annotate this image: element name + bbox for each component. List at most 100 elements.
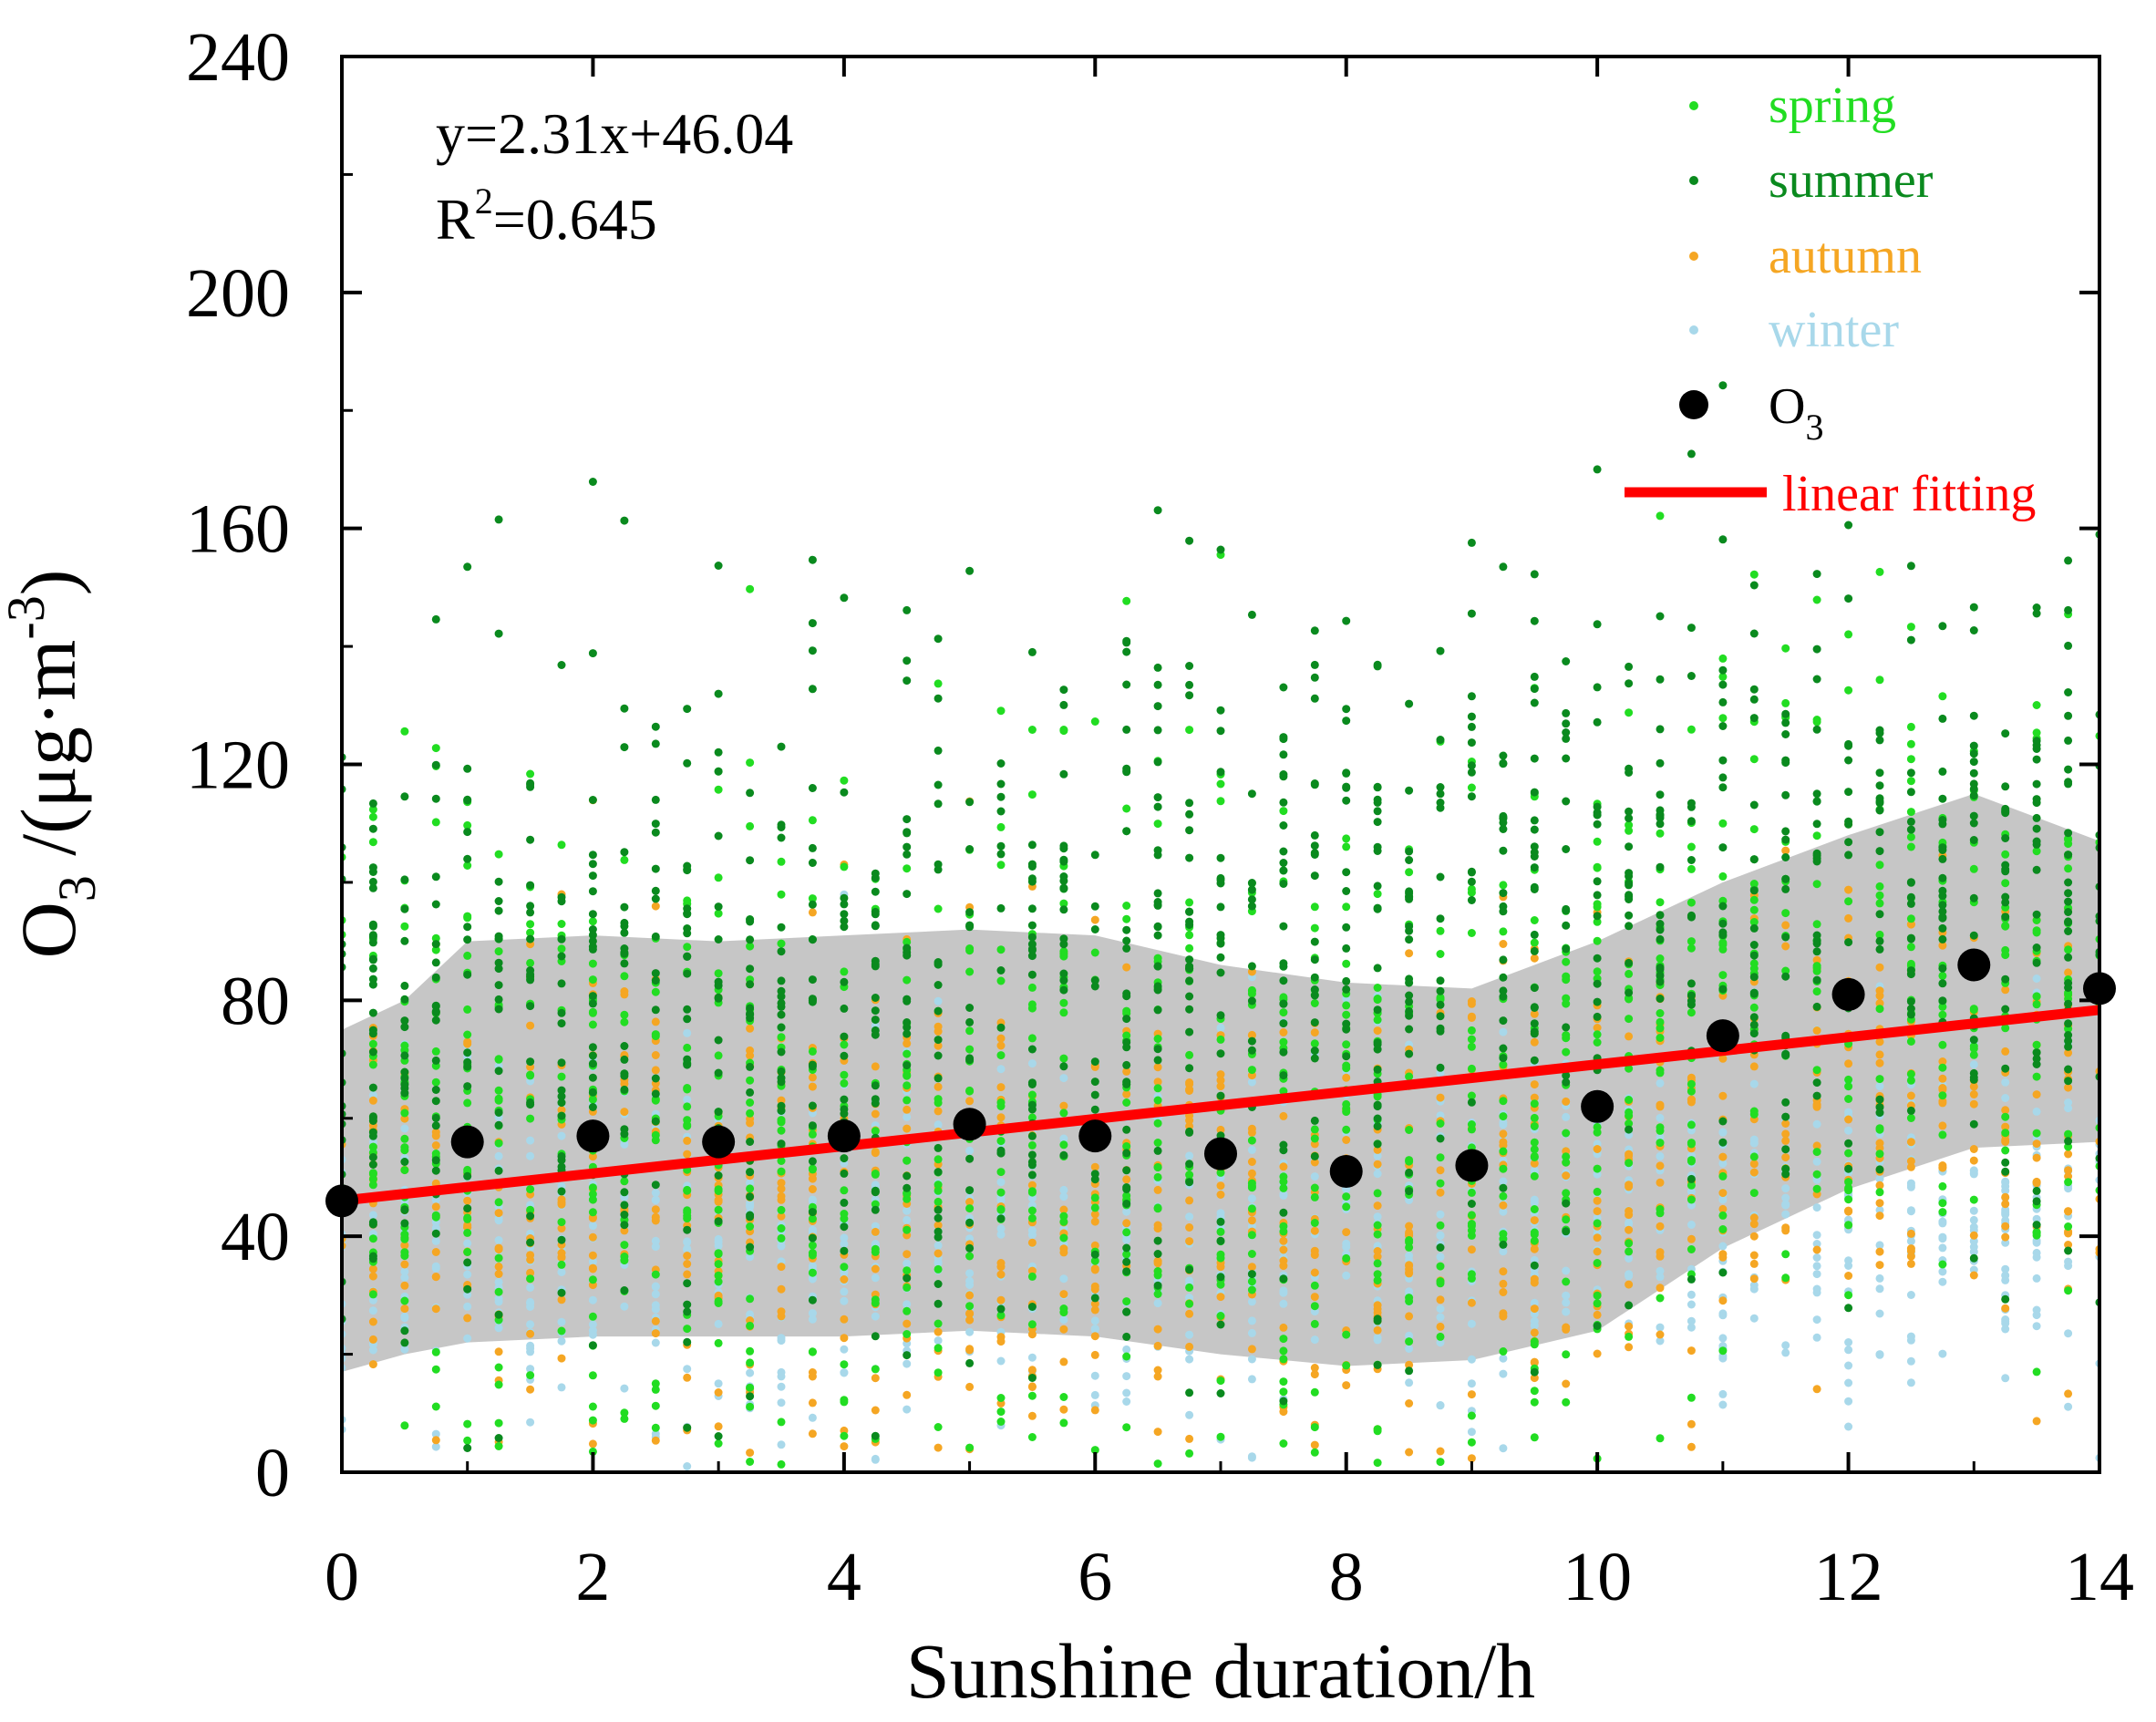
scatter-point-summer (1562, 728, 1571, 737)
scatter-point-spring (1969, 1005, 1978, 1014)
scatter-point-summer (1185, 853, 1194, 862)
scatter-point-spring (1530, 1171, 1539, 1181)
scatter-point-spring (1562, 1277, 1571, 1286)
scatter-point-summer (463, 923, 472, 932)
scatter-point-summer (965, 908, 975, 917)
scatter-point-winter (494, 1294, 503, 1304)
scatter-point-winter (526, 1341, 535, 1350)
scatter-point-spring (714, 1249, 723, 1258)
scatter-point-spring (463, 1165, 472, 1174)
scatter-point-winter (494, 1236, 503, 1244)
scatter-point-autumn (777, 1184, 786, 1193)
scatter-point-summer (431, 1229, 440, 1238)
scatter-point-summer (1781, 1098, 1790, 1107)
scatter-point-winter (1656, 1078, 1665, 1088)
scatter-point-spring (1749, 755, 1759, 764)
scatter-point-summer (557, 1092, 566, 1101)
scatter-point-summer (1593, 717, 1602, 727)
scatter-point-spring (2064, 1222, 2073, 1231)
scatter-point-summer (1153, 702, 1162, 711)
scatter-point-autumn (714, 1196, 723, 1205)
scatter-point-summer (463, 562, 472, 572)
scatter-point-summer (1499, 986, 1508, 995)
scatter-point-summer (1749, 581, 1759, 590)
scatter-point-autumn (1436, 1093, 1445, 1102)
scatter-point-summer (431, 1016, 440, 1025)
scatter-point-autumn (1812, 1100, 1821, 1109)
scatter-point-summer (965, 923, 975, 932)
scatter-point-summer (1059, 686, 1068, 695)
scatter-point-spring (463, 1005, 472, 1014)
scatter-point-spring (1781, 966, 1790, 975)
scatter-point-summer (1906, 1005, 1915, 1013)
y-tick-label: 40 (221, 1199, 290, 1275)
scatter-point-autumn (808, 1174, 817, 1183)
scatter-point-summer (1153, 985, 1162, 995)
scatter-point-autumn (1373, 1325, 1382, 1335)
scatter-point-summer (871, 1095, 880, 1104)
scatter-point-spring (1938, 1010, 1947, 1019)
scatter-point-spring (934, 1344, 943, 1353)
scatter-point-spring (1279, 1183, 1288, 1192)
scatter-point-summer (1153, 680, 1162, 689)
scatter-point-summer (1436, 803, 1445, 812)
scatter-point-spring (1436, 1458, 1445, 1467)
scatter-point-autumn (1593, 1145, 1602, 1153)
scatter-point-summer (1875, 847, 1884, 856)
scatter-point-summer (1027, 647, 1037, 656)
scatter-point-winter (2001, 1094, 2010, 1102)
scatter-point-summer (400, 1016, 409, 1026)
scatter-point-winter (1844, 1262, 1853, 1270)
scatter-point-summer (2064, 1246, 2073, 1255)
scatter-point-summer (1027, 904, 1037, 913)
scatter-point-summer (1938, 913, 1947, 922)
scatter-point-summer (746, 964, 755, 974)
scatter-point-winter (965, 1327, 975, 1336)
scatter-point-winter (1562, 1307, 1571, 1316)
scatter-point-summer (368, 1153, 377, 1161)
scatter-point-summer (746, 1004, 755, 1013)
scatter-point-winter (431, 1442, 440, 1451)
scatter-point-summer (1499, 1054, 1508, 1063)
scatter-point-autumn (1625, 1150, 1634, 1159)
scatter-point-winter (996, 1224, 1006, 1233)
scatter-point-spring (1718, 1211, 1728, 1220)
scatter-point-autumn (871, 1264, 880, 1273)
scatter-point-spring (746, 758, 755, 768)
scatter-point-summer (526, 1100, 535, 1109)
scatter-point-summer (557, 892, 566, 902)
scatter-point-autumn (1812, 1245, 1821, 1254)
scatter-point-summer (400, 1023, 409, 1032)
scatter-point-spring (1593, 1219, 1602, 1228)
scatter-point-autumn (1373, 1145, 1382, 1154)
scatter-point-summer (1938, 923, 1947, 933)
scatter-point-spring (1499, 1347, 1508, 1356)
scatter-point-spring (1027, 1140, 1037, 1150)
scatter-point-summer (1906, 768, 1915, 778)
scatter-point-spring (1436, 993, 1445, 1002)
scatter-point-summer (1718, 928, 1728, 937)
scatter-point-summer (871, 869, 880, 878)
scatter-point-summer (1781, 709, 1790, 718)
scatter-point-summer (1687, 1274, 1696, 1284)
scatter-point-summer (871, 907, 880, 916)
scatter-point-spring (1562, 1129, 1571, 1138)
scatter-point-summer (683, 1015, 692, 1024)
scatter-point-spring (400, 922, 409, 931)
scatter-point-spring (746, 1184, 755, 1193)
scatter-point-autumn (1749, 1168, 1759, 1177)
scatter-point-spring (1530, 1113, 1539, 1122)
scatter-point-summer (714, 1036, 723, 1045)
scatter-point-autumn (651, 1051, 660, 1059)
legend-label-autumn: autumn (1769, 228, 1922, 284)
scatter-point-winter (557, 1336, 566, 1346)
scatter-point-winter (1467, 1355, 1476, 1364)
scatter-point-summer (588, 860, 597, 869)
scatter-point-winter (1436, 1313, 1445, 1322)
scatter-point-winter (808, 1315, 817, 1324)
scatter-point-summer (1625, 662, 1634, 671)
scatter-point-spring (400, 1166, 409, 1175)
scatter-point-winter (903, 1300, 912, 1309)
scatter-point-summer (1875, 726, 1884, 735)
scatter-point-winter (1216, 1209, 1225, 1218)
